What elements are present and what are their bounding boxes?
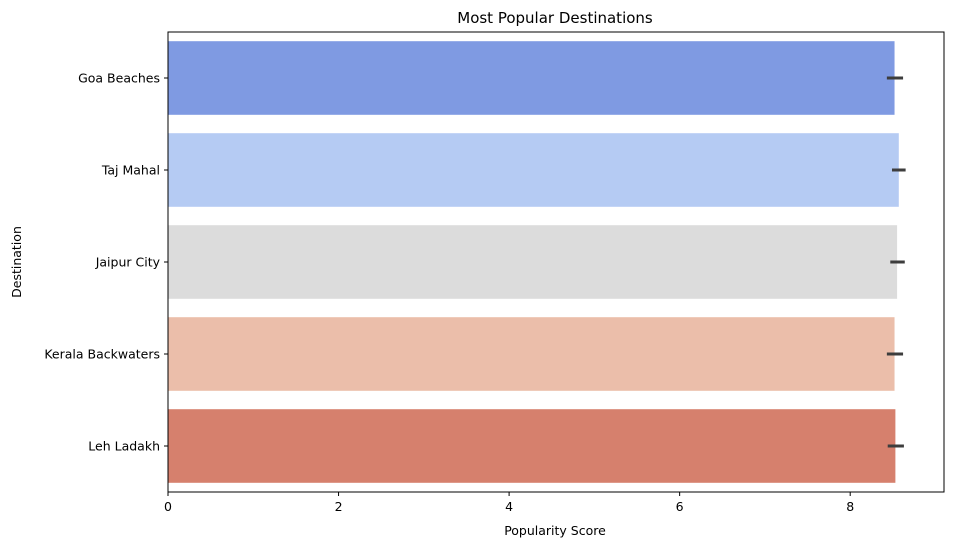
y-axis-ticks: Goa Beaches Taj Mahal Jaipur City Kerala Ba… bbox=[44, 71, 168, 454]
bar-goa-beaches bbox=[168, 41, 895, 115]
x-tick-label: 0 bbox=[164, 499, 172, 514]
error-bars-group bbox=[886, 76, 906, 448]
x-axis-ticks: 0 2 4 6 8 bbox=[164, 492, 854, 514]
y-axis-label: Destination bbox=[9, 226, 24, 298]
x-tick-label: 4 bbox=[505, 499, 513, 514]
x-tick-label: 2 bbox=[335, 499, 343, 514]
chart-title: Most Popular Destinations bbox=[457, 9, 653, 27]
bar-leh-ladakh bbox=[168, 409, 896, 483]
x-axis-label: Popularity Score bbox=[504, 523, 606, 538]
bar-taj-mahal bbox=[168, 133, 899, 207]
y-tick-label: Goa Beaches bbox=[78, 71, 160, 86]
bar-jaipur-city bbox=[168, 225, 898, 299]
x-tick-label: 8 bbox=[846, 499, 854, 514]
y-tick-label: Taj Mahal bbox=[101, 163, 160, 178]
x-tick-label: 6 bbox=[676, 499, 684, 514]
y-tick-label: Kerala Backwaters bbox=[44, 347, 160, 362]
y-tick-label: Leh Ladakh bbox=[88, 439, 160, 454]
bars-group bbox=[168, 41, 899, 483]
bar-kerala-backwaters bbox=[168, 317, 895, 391]
y-tick-label: Jaipur City bbox=[95, 255, 161, 270]
